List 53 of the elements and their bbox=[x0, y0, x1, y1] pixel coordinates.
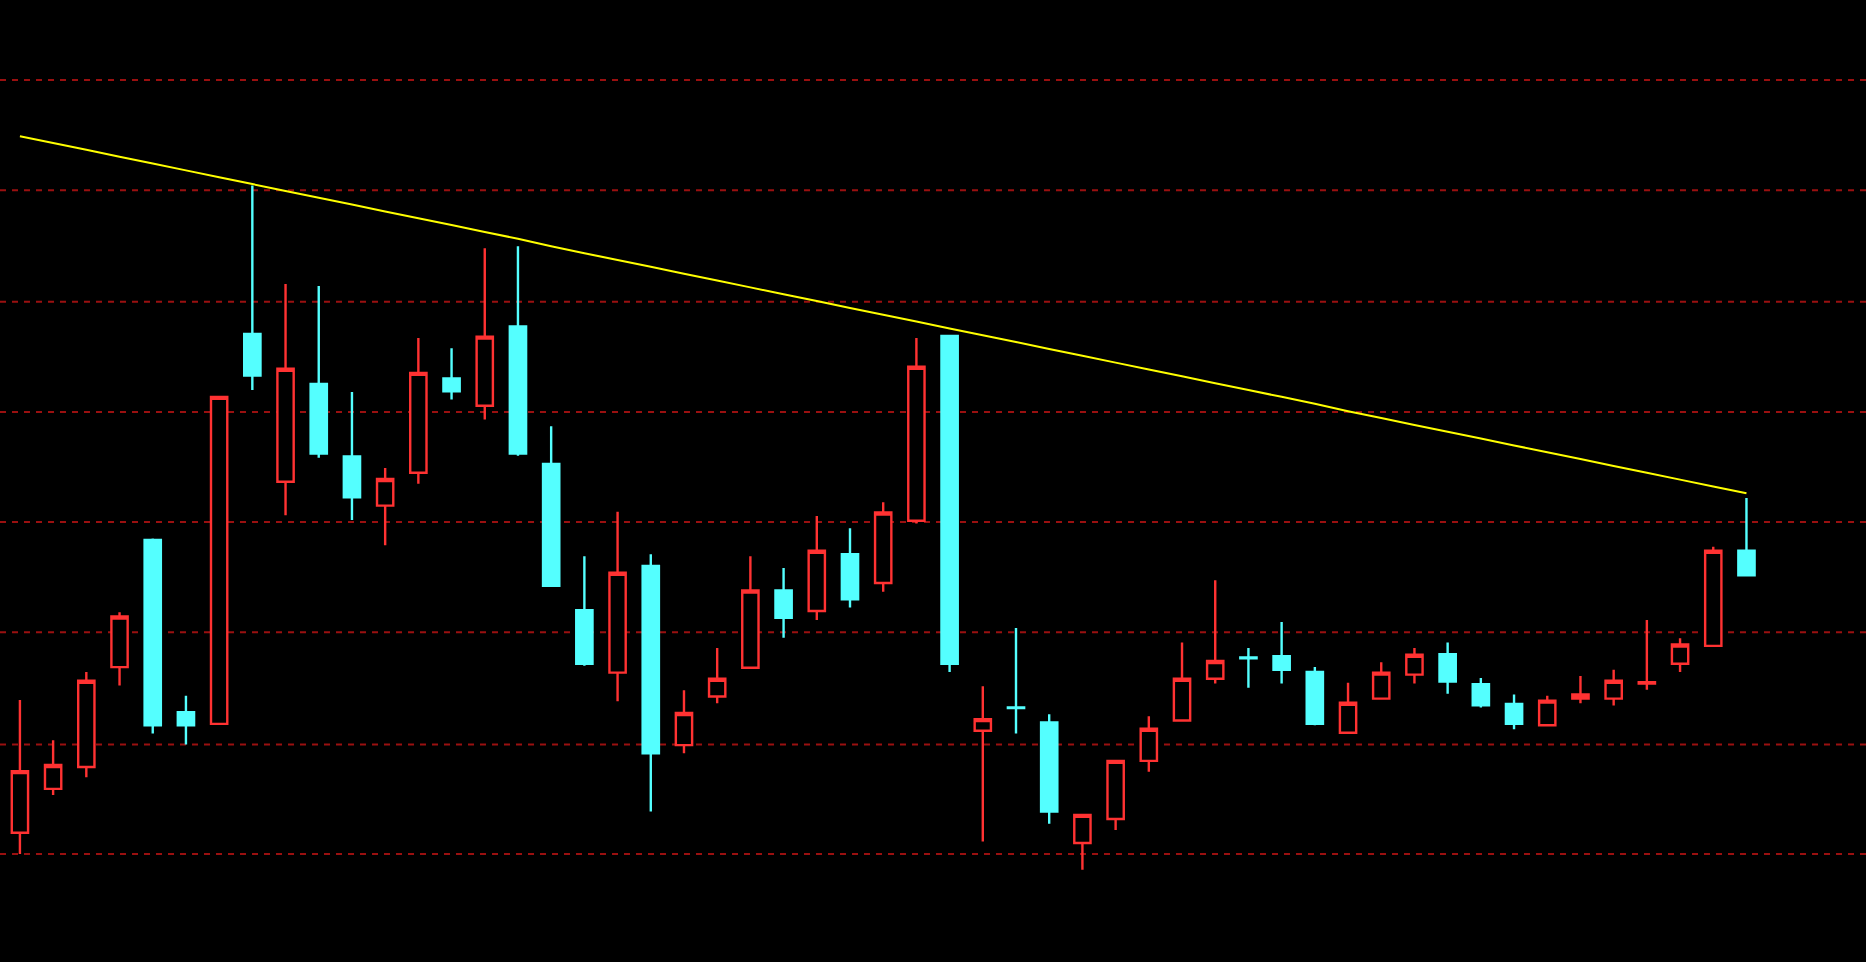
candlestick bbox=[77, 670, 96, 779]
candlestick bbox=[342, 390, 362, 522]
candlestick bbox=[508, 245, 528, 457]
candlestick bbox=[1039, 713, 1059, 825]
candlestick bbox=[1670, 637, 1690, 674]
candlestick bbox=[1537, 694, 1557, 727]
candlestick bbox=[707, 646, 727, 705]
candlestick bbox=[1405, 646, 1424, 685]
candlestick bbox=[1006, 626, 1026, 735]
candlestick bbox=[409, 336, 428, 485]
candlestick bbox=[243, 184, 262, 392]
candlestick bbox=[1172, 641, 1192, 722]
candlestick bbox=[43, 739, 63, 797]
candlestick bbox=[1205, 579, 1225, 685]
candlestick bbox=[1703, 545, 1723, 648]
candlestick bbox=[276, 282, 295, 517]
candlestick bbox=[1106, 759, 1125, 832]
candlestick bbox=[1338, 681, 1358, 735]
candlestick bbox=[1471, 676, 1491, 709]
candlestick bbox=[1737, 496, 1756, 577]
candlestick bbox=[1305, 665, 1325, 727]
candlestick bbox=[907, 336, 926, 525]
candlestick bbox=[1438, 641, 1457, 695]
candlestick bbox=[1239, 646, 1258, 689]
candlestick bbox=[1637, 618, 1657, 691]
candlestick bbox=[10, 698, 30, 856]
candlestick bbox=[1604, 668, 1623, 707]
candlestick bbox=[475, 247, 495, 421]
candlestick bbox=[143, 537, 163, 735]
candlestick bbox=[541, 425, 561, 587]
candlestick bbox=[1139, 715, 1159, 773]
candlestick bbox=[309, 284, 329, 459]
candlestick bbox=[575, 555, 594, 667]
candlestick bbox=[1272, 620, 1291, 685]
candlestick bbox=[1371, 661, 1391, 700]
candlestick bbox=[674, 689, 694, 755]
candlestick bbox=[641, 553, 661, 813]
candlestick bbox=[1571, 674, 1590, 705]
candlestick bbox=[442, 347, 461, 401]
candlestick bbox=[741, 555, 760, 669]
candlestick bbox=[774, 566, 793, 639]
candlestick bbox=[608, 510, 627, 703]
candlestick bbox=[873, 501, 893, 594]
candlestick bbox=[110, 611, 129, 687]
candlestick bbox=[840, 527, 860, 609]
candlestick bbox=[940, 334, 959, 674]
candlestick bbox=[807, 514, 827, 622]
candlestick bbox=[375, 466, 395, 547]
candlestick bbox=[1504, 693, 1524, 731]
candlestick bbox=[973, 685, 993, 843]
candlestick bbox=[176, 694, 196, 746]
candlestick bbox=[209, 395, 229, 726]
candlestick bbox=[1073, 813, 1092, 871]
